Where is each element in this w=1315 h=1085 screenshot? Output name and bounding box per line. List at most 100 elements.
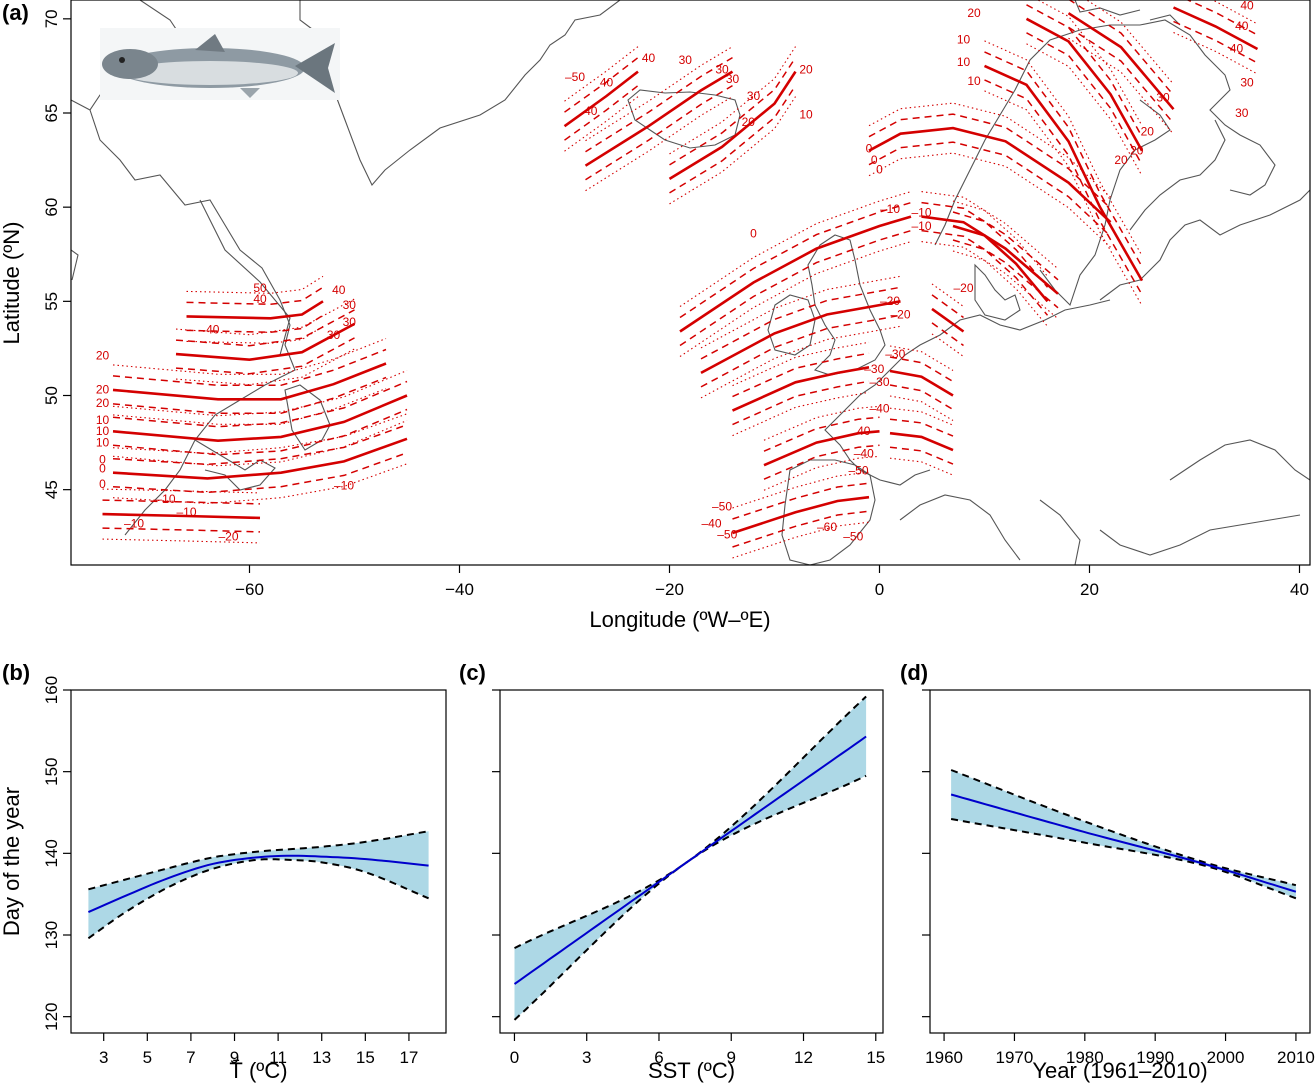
isoline-label: 30: [679, 53, 693, 67]
isoline-dotted: [1026, 43, 1143, 176]
coast-iceland: [627, 89, 741, 149]
coast-baltic: [1099, 189, 1310, 301]
isoline-dashed: [984, 51, 1143, 267]
x-tick-label: 3: [99, 1048, 108, 1067]
map-x-tick-label: −40: [445, 580, 474, 599]
isoline-dotted: [669, 46, 796, 155]
isoline-dashed: [984, 79, 1143, 295]
isoline-label: 0: [99, 477, 106, 491]
isoline-label: –50: [717, 528, 737, 542]
isoline-dotted: [889, 345, 954, 371]
isoline-label: 30: [1235, 106, 1249, 120]
isoline-label: –10: [911, 206, 931, 220]
isoline-solid: [584, 70, 734, 167]
x-tick-label: 5: [143, 1048, 152, 1067]
upper-bound-line: [88, 830, 429, 891]
isolines: [102, 0, 1259, 559]
x-tick-label: 11: [269, 1048, 287, 1067]
map-x-tick-label: −60: [235, 580, 264, 599]
isoline-label: –10: [176, 505, 196, 519]
isoline-label: –10: [911, 219, 931, 233]
isoline-label: –50: [565, 70, 585, 84]
isoline-label: 10: [96, 424, 110, 438]
isoline-dotted: [679, 241, 912, 357]
panel-label-c: (c): [459, 660, 486, 685]
y-tick-label: 120: [42, 1002, 61, 1030]
y-tick-label: 130: [42, 921, 61, 949]
isoline-label: 0: [876, 162, 883, 176]
isoline-dashed: [679, 229, 912, 347]
isoline-solid: [731, 366, 870, 412]
isoline-label: 40: [857, 424, 871, 438]
isoline-label: –60: [817, 520, 837, 534]
isoline-solid: [1067, 12, 1175, 111]
isoline-dashed: [186, 314, 324, 334]
isoline-solid: [700, 300, 901, 375]
isoline-label: 0: [750, 226, 757, 240]
isoline-dashed: [952, 239, 1049, 316]
isoline-label: –40: [869, 401, 889, 415]
isoline-dashed: [1068, 26, 1175, 124]
x-tick-label: 15: [866, 1048, 885, 1067]
isoline-dotted: [669, 96, 796, 205]
coast-sweden: [1039, 99, 1171, 307]
isoline-solid: [889, 369, 954, 397]
map-y-ticks: 45 50 55 60 65 70: [42, 9, 71, 499]
isoline-dotted: [889, 457, 954, 476]
x-tick-label: 17: [399, 1048, 418, 1067]
isoline-dashed: [585, 56, 733, 153]
isoline-dashed: [112, 380, 408, 428]
x-tick-label: 1960: [925, 1048, 963, 1067]
isoline-label: 30: [327, 328, 341, 342]
isoline-label: –20: [218, 530, 238, 544]
isoline-dashed: [585, 84, 733, 181]
isoline-label: –50: [843, 530, 863, 544]
plot-frame: [499, 689, 884, 1034]
fit-line: [950, 793, 1297, 893]
isoline-label: –20: [890, 307, 910, 321]
isoline-dotted: [585, 96, 733, 192]
isoline-label: 10: [96, 413, 110, 427]
isoline-dotted: [175, 348, 355, 386]
isoline-dashed: [1026, 32, 1143, 166]
map-y-tick-label: 55: [42, 292, 61, 311]
isoline-solid: [952, 224, 1049, 303]
isoline-dashed: [952, 211, 1049, 288]
lower-bound-line: [87, 858, 429, 940]
isoline-label: 0: [99, 452, 106, 466]
isoline-label: 40: [600, 76, 614, 90]
panel-b: (b) 3 5 7 9 11 13 15 17 120 130 140 150 160 T̄ (ºC) Day…: [0, 660, 447, 1083]
isoline-label: –10: [155, 492, 175, 506]
x-tick-label: 2000: [1207, 1048, 1245, 1067]
isoline-label: 40: [253, 292, 267, 306]
isoline-dotted: [102, 538, 261, 544]
isoline-dashed: [186, 286, 324, 306]
coast-mediterranean: [899, 494, 1301, 565]
isoline-label: –20: [953, 281, 973, 295]
coast-continent: [844, 299, 1111, 411]
isoline-label: 40: [584, 104, 598, 118]
x-tick-label: 2010: [1277, 1048, 1315, 1067]
isoline-label: 20: [96, 383, 110, 397]
panel-label-b: (b): [2, 660, 30, 685]
isoline-label: 20: [967, 6, 981, 20]
isoline-dotted: [1036, 0, 1143, 126]
map-frame: [70, 0, 1311, 566]
isoline-dashed: [868, 113, 1112, 209]
isoline-dotted: [931, 333, 964, 357]
isoline-label: 30: [1156, 91, 1170, 105]
isoline-dotted: [679, 191, 912, 307]
isoline-dashed: [732, 510, 870, 548]
panel-label-d: (d): [900, 660, 928, 685]
isoline-solid: [1172, 6, 1259, 51]
map-y-tick-label: 70: [42, 9, 61, 28]
isoline-solid: [983, 64, 1144, 282]
isoline-dashed: [175, 337, 355, 375]
x-tick-label: 1980: [1066, 1048, 1104, 1067]
isoline-solid: [563, 70, 639, 128]
x-tick-label: 7: [186, 1048, 195, 1067]
map-panel: (a): [0, 0, 1311, 632]
isoline-dotted: [921, 191, 1059, 270]
isoline-dotted: [984, 40, 1143, 256]
fit-line: [513, 735, 867, 985]
